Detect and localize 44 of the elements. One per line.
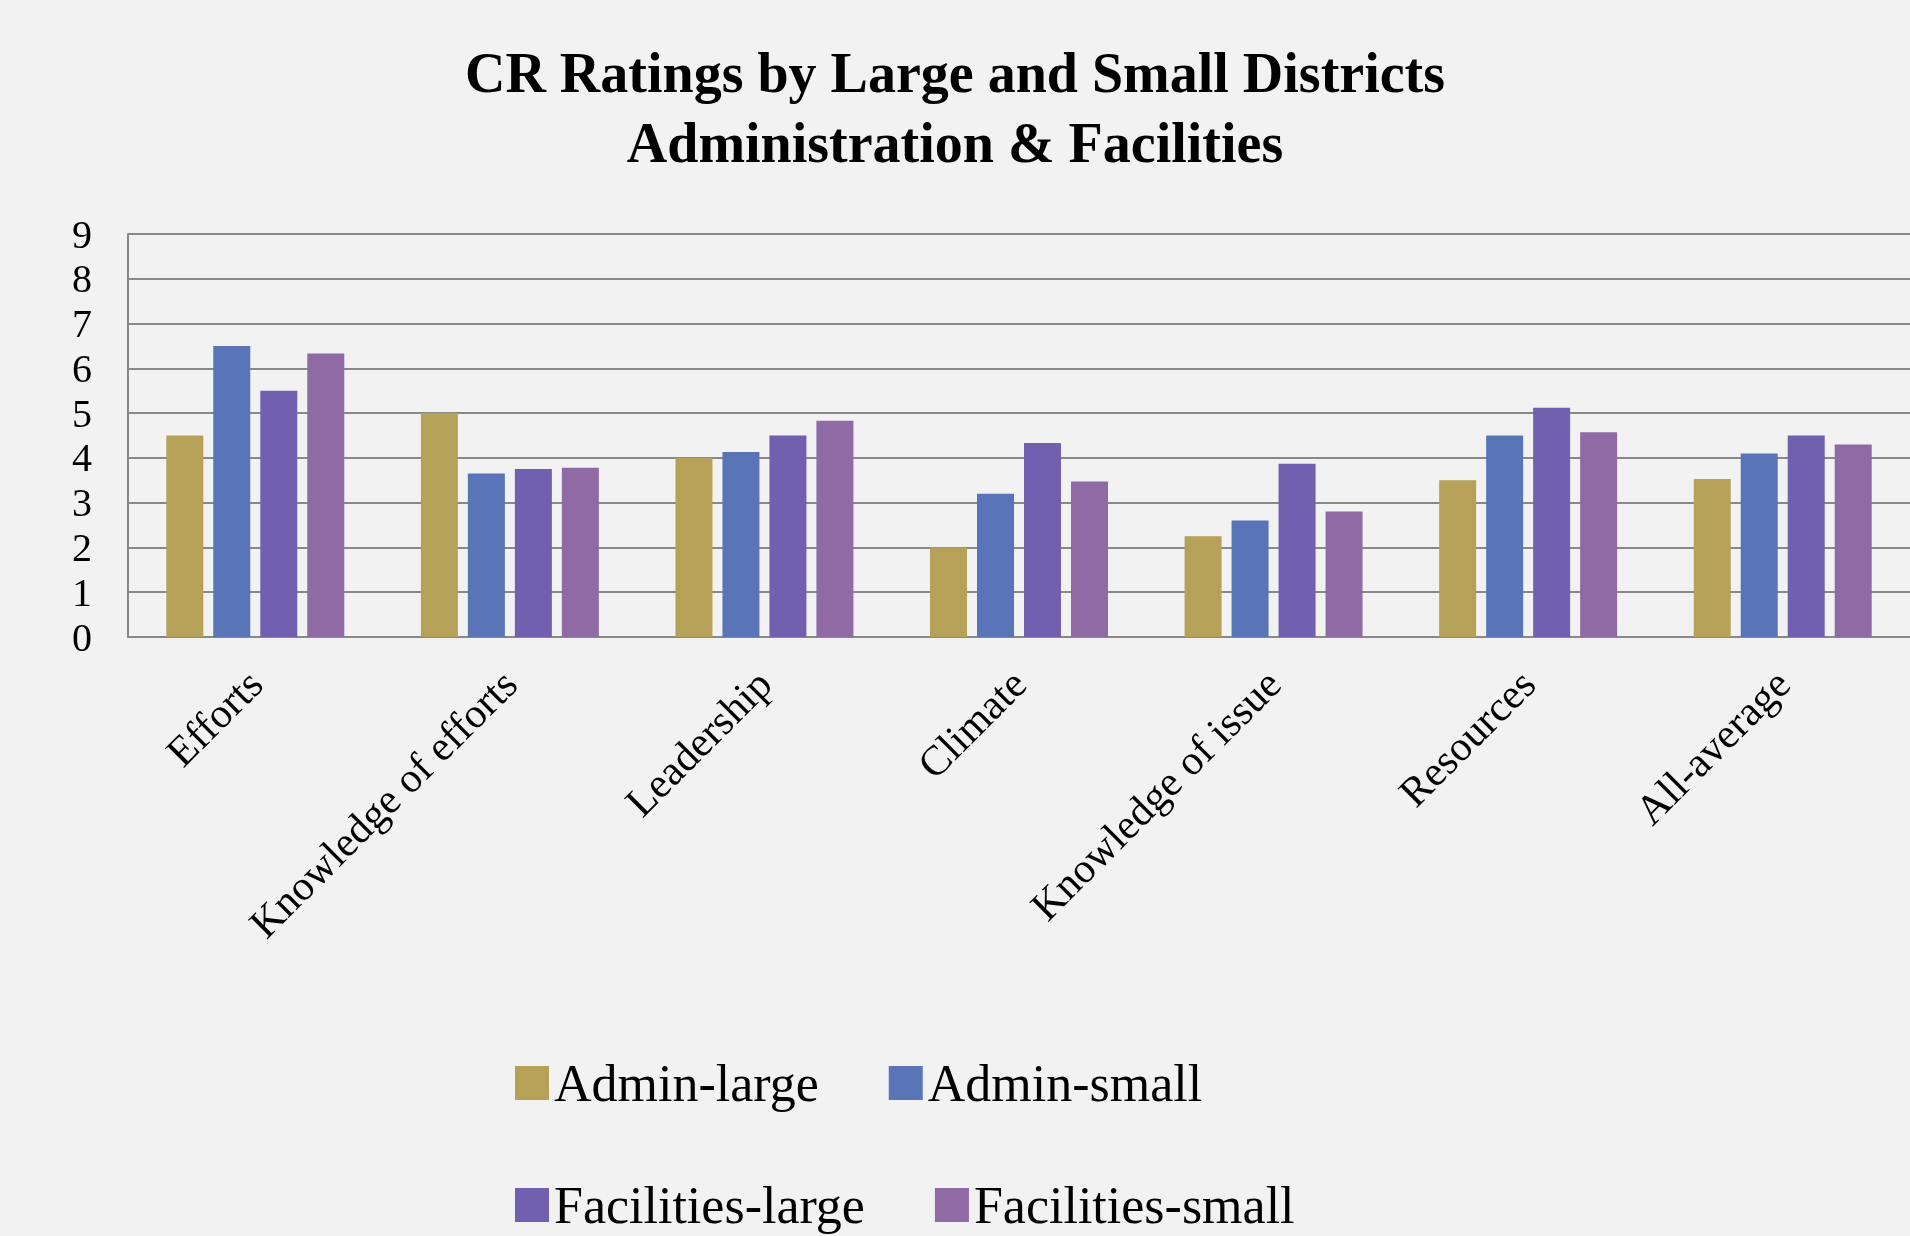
legend-label: Admin-small: [927, 1054, 1203, 1112]
bar: [420, 413, 458, 637]
y-tick-label: 9: [72, 211, 92, 257]
legend-label: Facilities-small: [973, 1176, 1295, 1234]
chart-title: CR Ratings by Large and Small Districts: [464, 42, 1446, 104]
bar: [561, 467, 599, 637]
y-tick-label: 6: [72, 345, 92, 391]
bar: [769, 435, 807, 637]
y-tick-label: 8: [72, 256, 92, 302]
bar: [930, 547, 968, 637]
bar: [722, 452, 760, 637]
y-tick-label: 7: [72, 301, 92, 347]
bar: [977, 493, 1015, 637]
bar: [1070, 481, 1108, 637]
y-tick-label: 0: [72, 614, 92, 660]
bar: [1278, 463, 1316, 637]
bar: [816, 420, 854, 637]
y-tick-label: 1: [72, 569, 92, 615]
bar: [467, 473, 505, 637]
bar: [1580, 432, 1618, 637]
bar: [307, 353, 345, 637]
bar: [1834, 444, 1872, 637]
bar: [1439, 480, 1477, 637]
y-tick-label: 4: [72, 435, 92, 481]
chart-subtitle: Administration & Facilities: [626, 112, 1284, 174]
bar: [1184, 536, 1222, 637]
y-tick-label: 5: [72, 390, 92, 436]
bar: [166, 435, 204, 637]
bar: [260, 390, 298, 637]
legend-label: Admin-large: [554, 1054, 819, 1112]
bar: [1486, 435, 1524, 637]
bar: [514, 469, 552, 637]
bar: [1325, 511, 1363, 637]
bar: [213, 345, 251, 637]
bar: [1693, 478, 1731, 637]
y-tick-label: 3: [72, 480, 92, 526]
bar: [1787, 435, 1825, 637]
bar: [1023, 443, 1061, 637]
bar: [1231, 520, 1269, 637]
y-tick-label: 2: [72, 524, 92, 570]
legend-label: Facilities-large: [554, 1176, 865, 1234]
bar: [1740, 453, 1778, 637]
bar: [1533, 407, 1571, 637]
bar: [675, 457, 713, 637]
